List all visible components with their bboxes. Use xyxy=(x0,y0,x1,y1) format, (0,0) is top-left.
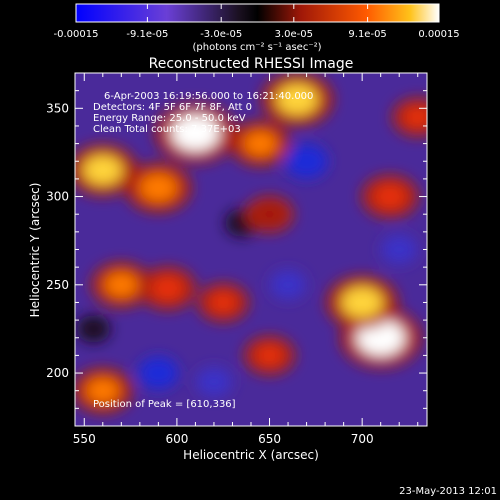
heatmap-bright-region xyxy=(139,173,178,202)
heatmap-bright-region xyxy=(404,107,427,128)
heatmap-image xyxy=(75,73,427,426)
x-axis-label: Heliocentric X (arcsec) xyxy=(183,448,319,462)
x-tick-label: 650 xyxy=(258,432,281,446)
x-tick-label: 550 xyxy=(73,432,96,446)
footer-timestamp: 23-May-2013 12:01 xyxy=(399,486,497,497)
annotation-clean: Clean Total counts: 7.37E+03 xyxy=(93,124,241,135)
x-tick-label: 600 xyxy=(165,432,188,446)
annotation-detectors: Detectors: 4F 5F 6F 7F 8F, Att 0 xyxy=(93,102,252,113)
heatmap-bright-region xyxy=(341,286,383,319)
annotation-time: 6-Apr-2003 16:19:56.000 to 16:21:40.000 xyxy=(104,91,313,102)
heatmap-bright-region xyxy=(209,292,237,313)
peak-position-label: Position of Peak = [610,336] xyxy=(93,399,236,410)
y-axis-label: Heliocentric Y (arcsec) xyxy=(28,183,42,318)
annotation-block: 6-Apr-2003 16:19:56.000 to 16:21:40.000 … xyxy=(93,91,313,135)
y-tick-label: 300 xyxy=(46,190,69,204)
colorbar xyxy=(75,3,440,23)
heatmap-dark-region xyxy=(195,367,232,397)
colorbar-tick-label: -9.1e-05 xyxy=(126,29,168,40)
heatmap-bright-region xyxy=(171,115,220,152)
heatmap-dark-region xyxy=(76,315,111,343)
y-tick-label: 350 xyxy=(46,101,69,115)
colorbar-tick-label: -0.00015 xyxy=(54,29,99,40)
colorbar-unit-label: (photons cm⁻² s⁻¹ asec⁻²) xyxy=(192,42,321,53)
heatmap-bright-region xyxy=(257,205,282,224)
heatmap-dark-region xyxy=(381,234,418,265)
heatmap-bright-region xyxy=(104,272,138,298)
colorbar-tick-label: 3.0e-05 xyxy=(275,29,313,40)
heatmap-dark-region xyxy=(270,270,307,300)
colorbar-tick-label: -3.0e-05 xyxy=(200,29,242,40)
x-tick-label: 700 xyxy=(351,432,374,446)
heatmap-dark-region xyxy=(284,143,329,179)
heatmap-bright-region xyxy=(86,378,120,404)
y-tick-label: 250 xyxy=(46,278,69,292)
y-tick-label: 200 xyxy=(46,366,69,380)
heatmap-bright-region xyxy=(276,83,319,116)
chart-title: Reconstructed RHESSI Image xyxy=(149,56,354,72)
colorbar-tick-label: 0.00015 xyxy=(418,29,459,40)
annotation-energy: Energy Range: 25.0 - 50.0 keV xyxy=(93,113,246,124)
heatmap-bright-region xyxy=(152,276,184,300)
heatmap-dark-region xyxy=(137,356,179,390)
colorbar-tick-label: 9.1e-05 xyxy=(348,29,386,40)
heatmap-bright-region xyxy=(243,131,277,157)
heatmap-bright-region xyxy=(256,345,283,366)
heatmap-bright-region xyxy=(374,184,406,209)
heatmap-bright-region xyxy=(83,155,123,185)
colorbar-ticks: -0.00015 -9.1e-05 -3.0e-05 3.0e-05 9.1e-05 0.… xyxy=(54,4,460,40)
axis-ticks: 550 600 650 700 200 250 300 350 xyxy=(46,73,427,446)
